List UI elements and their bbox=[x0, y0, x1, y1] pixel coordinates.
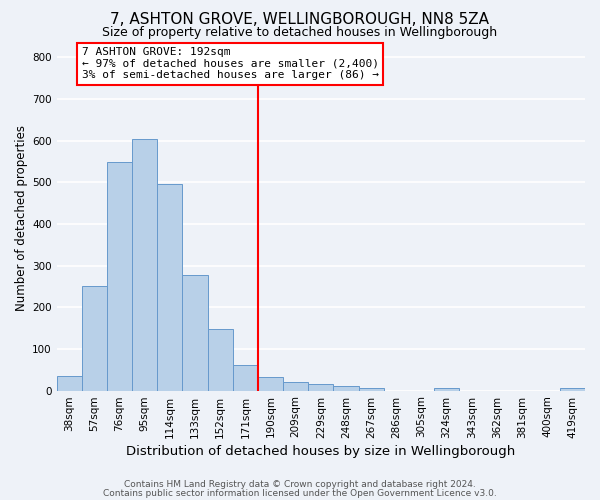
Bar bbox=[308, 384, 334, 390]
Bar bbox=[258, 377, 283, 390]
Bar bbox=[233, 365, 258, 390]
Text: Contains HM Land Registry data © Crown copyright and database right 2024.: Contains HM Land Registry data © Crown c… bbox=[124, 480, 476, 489]
Text: 7 ASHTON GROVE: 192sqm
← 97% of detached houses are smaller (2,400)
3% of semi-d: 7 ASHTON GROVE: 192sqm ← 97% of detached… bbox=[82, 47, 379, 80]
X-axis label: Distribution of detached houses by size in Wellingborough: Distribution of detached houses by size … bbox=[126, 444, 515, 458]
Bar bbox=[82, 286, 107, 391]
Bar bbox=[359, 388, 384, 390]
Bar bbox=[434, 388, 459, 390]
Bar bbox=[157, 184, 182, 390]
Bar bbox=[208, 329, 233, 390]
Bar bbox=[182, 275, 208, 390]
Text: 7, ASHTON GROVE, WELLINGBOROUGH, NN8 5ZA: 7, ASHTON GROVE, WELLINGBOROUGH, NN8 5ZA bbox=[110, 12, 490, 28]
Text: Size of property relative to detached houses in Wellingborough: Size of property relative to detached ho… bbox=[103, 26, 497, 39]
Bar bbox=[334, 386, 359, 390]
Bar bbox=[132, 138, 157, 390]
Bar bbox=[560, 388, 585, 390]
Bar bbox=[56, 376, 82, 390]
Bar bbox=[107, 162, 132, 390]
Text: Contains public sector information licensed under the Open Government Licence v3: Contains public sector information licen… bbox=[103, 489, 497, 498]
Bar bbox=[283, 382, 308, 390]
Y-axis label: Number of detached properties: Number of detached properties bbox=[15, 125, 28, 311]
